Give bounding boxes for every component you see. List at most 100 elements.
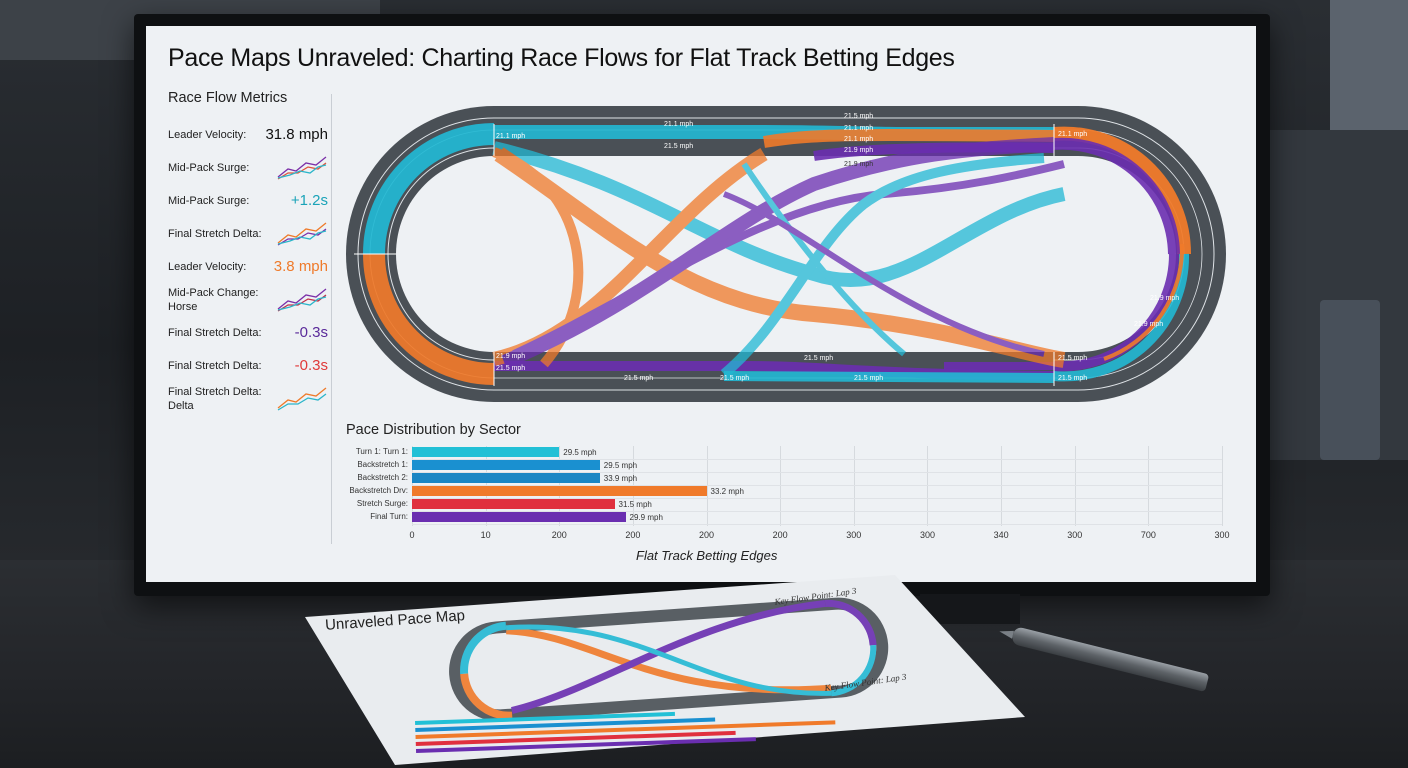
bar-value-label: 29.5 mph (563, 447, 597, 457)
chart-plot-area: Turn 1: Turn 1: 29.5 mph Backstretch 1: 29.… (349, 446, 1223, 526)
metric-value: -0.3s (294, 357, 328, 374)
x-tick-label: 300 (846, 530, 862, 540)
bar-value-label: 29.5 mph (603, 460, 638, 470)
bar (412, 447, 560, 457)
gridline (706, 446, 708, 526)
sparkline-icon (277, 155, 327, 180)
track-speed-label: 21.1 mph (664, 121, 693, 128)
chart-title: Pace Distribution by Sector (346, 422, 521, 438)
track-speed-label: 21.5 mph (664, 143, 693, 150)
bar-row: 33.9 mph (412, 473, 637, 483)
metric-value: 3.8 mph (273, 258, 328, 275)
bar-value-label: 33.9 mph (603, 473, 638, 483)
sparkline-icon (277, 287, 327, 312)
x-tick-label: 200 (772, 530, 788, 540)
bar-category-label: Backstretch Drv: (349, 486, 408, 495)
bar-row: 33.2 mph (412, 486, 744, 496)
metric-value: 31.8 mph (265, 126, 328, 143)
bar-category-label: Final Turn: (370, 512, 408, 521)
metric-row: Final Stretch Delta: -0.3s (168, 316, 328, 349)
metric-value: +1.2s (290, 192, 328, 209)
metric-label: Mid-Pack Surge: (168, 194, 250, 207)
x-axis: 0 10 200 200 200 200 300 300 340 300 700 300 (409, 530, 1229, 542)
bar-row: 29.5 mph (412, 447, 597, 457)
background-window (1330, 0, 1408, 130)
bar-category-label: Stretch Surge: (356, 499, 408, 508)
x-tick-label: 200 (551, 530, 567, 540)
bar (412, 512, 626, 522)
track-speed-label: 21.5 mph (1058, 375, 1087, 382)
gridline (1222, 446, 1223, 526)
x-tick-label: 300 (1067, 530, 1083, 540)
x-tick-label: 340 (993, 530, 1009, 540)
page-title: Pace Maps Unraveled: Charting Race Flows… (168, 44, 955, 72)
sparkline-icon (277, 386, 327, 411)
background-device (1320, 300, 1380, 460)
metric-row: Final Stretch Delta: -0.3s (168, 349, 328, 382)
track-speed-label: 21.1 mph (496, 133, 525, 140)
track-speed-label: 21.5 mph (1058, 355, 1087, 362)
gridline (1001, 446, 1003, 526)
metric-row: Mid-Pack Surge: +1.2s (168, 184, 328, 217)
track-speed-label: 21.9 mph (1150, 295, 1179, 302)
bar (412, 473, 600, 483)
monitor-screen: Pace Maps Unraveled: Charting Race Flows… (146, 26, 1256, 582)
printed-pace-map: Key Flow Point: Lap 3 Key Flow Point: La… (305, 575, 1025, 765)
gridline (853, 446, 855, 526)
row-line (412, 485, 1222, 486)
track-speed-label: 21.9 mph (496, 353, 525, 360)
row-line (412, 524, 1222, 525)
bar-value-label: 33.2 mph (710, 486, 744, 496)
metric-label: Leader Velocity: (168, 128, 247, 141)
metric-row: Final Stretch Delta: (168, 217, 328, 250)
metric-label: Final Stretch Delta: Delta (168, 385, 262, 412)
track-speed-label: 21.9 mph (844, 161, 873, 168)
bar-value-label: 31.5 mph (618, 499, 652, 509)
x-tick-label: 300 (919, 530, 935, 540)
panel-divider (331, 94, 332, 544)
track-speed-label: 21.1 mph (844, 125, 873, 132)
monitor-stand (920, 594, 1020, 624)
x-tick-label: 300 (1214, 530, 1230, 540)
track-speed-label: 21.5 mph (624, 375, 653, 382)
metric-row: Leader Velocity: 31.8 mph (168, 118, 328, 151)
track-speed-label: 21.5 mph (720, 375, 749, 382)
metric-label: Leader Velocity: (168, 260, 247, 273)
bar (412, 460, 600, 470)
gridline (780, 446, 782, 526)
gridline (927, 446, 929, 526)
metric-label: Final Stretch Delta: (168, 227, 262, 240)
x-tick-label: 700 (1140, 530, 1156, 540)
track-speed-label: 21.1 mph (844, 136, 873, 143)
track-speed-label: 21.9 mph (844, 147, 873, 154)
x-tick-label: 200 (625, 530, 641, 540)
gridline (1148, 446, 1150, 526)
bar-category-label: Turn 1: Turn 1: (355, 447, 408, 456)
row-line (412, 498, 1222, 499)
x-tick-label: 10 (480, 530, 491, 540)
metric-row: Mid-Pack Change: Horse (168, 283, 328, 316)
bar-row: 29.5 mph (412, 460, 637, 470)
track-speed-label: 21.1 mph (1058, 131, 1087, 138)
race-track-flow-map: 21.1 mph 21.1 mph 21.5 mph 21.5 mph 21.1… (346, 106, 1226, 402)
bar-row: 29.9 mph (412, 512, 663, 522)
bar-category-label: Backstretch 2: (357, 473, 408, 482)
metric-label: Mid-Pack Change: Horse (168, 286, 259, 313)
metrics-panel: Race Flow Metrics Leader Velocity: 31.8 m… (168, 90, 328, 415)
bar (412, 499, 615, 509)
row-line (412, 459, 1222, 460)
bar (412, 486, 707, 496)
track-speed-label: 21.5 mph (496, 365, 525, 372)
track-speed-label: 21.9 mph (1134, 321, 1163, 328)
metric-label: Mid-Pack Surge: (168, 161, 250, 174)
metric-row: Final Stretch Delta: Delta (168, 382, 328, 415)
bar-value-label: 29.9 mph (629, 512, 663, 522)
track-speed-label: 21.5 mph (844, 113, 873, 120)
sparkline-icon (277, 221, 327, 246)
metric-row: Mid-Pack Surge: (168, 151, 328, 184)
track-speed-label: 21.5 mph (804, 355, 833, 362)
metric-row: Leader Velocity: 3.8 mph (168, 250, 328, 283)
x-tick-label: 0 (409, 530, 415, 540)
gridline (1074, 446, 1076, 526)
x-tick-label: 200 (699, 530, 715, 540)
